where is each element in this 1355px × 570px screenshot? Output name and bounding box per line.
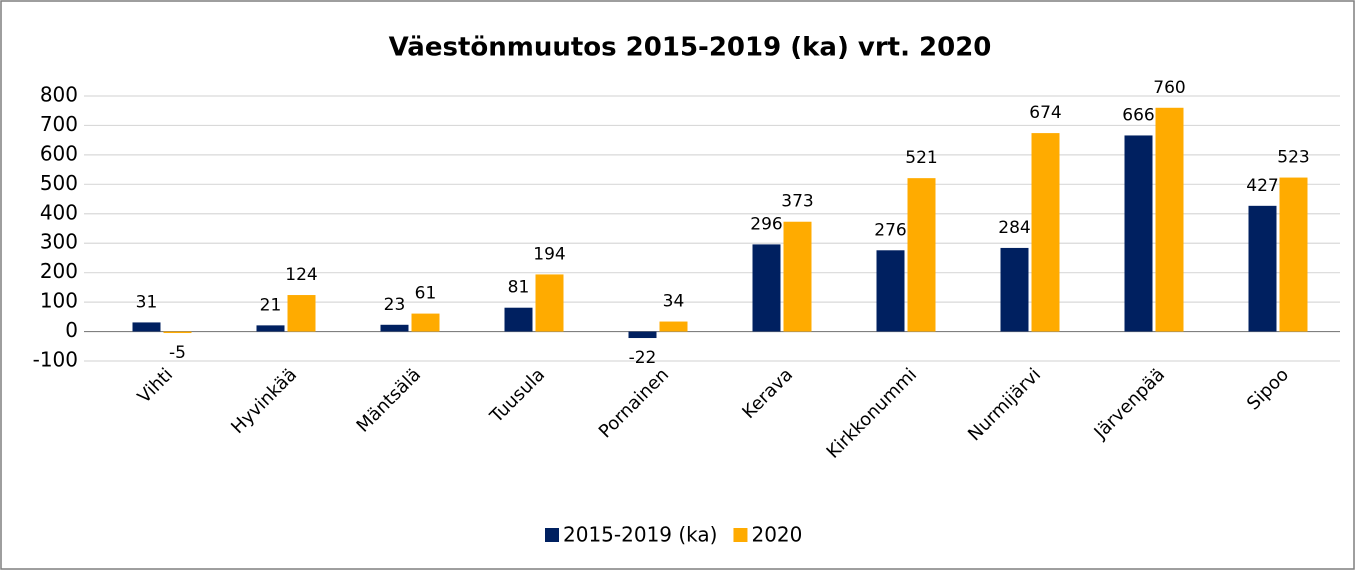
legend-label: 2020	[751, 523, 802, 547]
bar	[1248, 205, 1277, 332]
y-tick-label: 400	[40, 200, 78, 224]
chart-title: Väestönmuutos 2015-2019 (ka) vrt. 2020	[389, 33, 992, 63]
y-tick-label: 300	[40, 230, 78, 254]
data-label: 31	[136, 292, 158, 312]
y-tick-label: 0	[65, 318, 78, 342]
bar	[411, 313, 440, 332]
bar	[1279, 177, 1308, 332]
data-label: 124	[285, 265, 317, 285]
data-label: 81	[508, 278, 530, 298]
bar	[1031, 133, 1060, 332]
bar	[752, 244, 781, 332]
bar	[1000, 247, 1029, 332]
legend-label: 2015-2019 (ka)	[563, 523, 717, 547]
y-tick-label: 700	[40, 112, 78, 136]
data-label: 427	[1246, 176, 1278, 196]
bar	[1155, 107, 1184, 332]
y-tick-label: -100	[33, 348, 78, 372]
data-label: 34	[663, 292, 685, 312]
data-label: -5	[169, 343, 186, 363]
data-label: 296	[750, 214, 782, 234]
bar	[1124, 135, 1153, 332]
bar	[256, 325, 285, 332]
data-label: 666	[1122, 105, 1154, 125]
data-label: 373	[781, 192, 813, 212]
bar	[287, 295, 316, 332]
bar	[132, 322, 161, 332]
data-label: 23	[384, 295, 406, 315]
y-tick-label: 600	[40, 141, 78, 165]
y-tick-label: 200	[40, 259, 78, 283]
data-label: 194	[533, 244, 565, 264]
y-tick-label: 500	[40, 171, 78, 195]
y-tick-label: 800	[40, 83, 78, 107]
legend-swatch	[733, 528, 748, 542]
legend-swatch	[545, 528, 559, 542]
y-tick-label: 100	[40, 289, 78, 313]
bar	[659, 321, 688, 332]
data-label: 674	[1029, 103, 1061, 123]
bar	[535, 274, 564, 332]
bar	[380, 324, 409, 332]
bar	[876, 250, 905, 332]
bar	[783, 221, 812, 332]
data-label: 760	[1153, 78, 1185, 98]
data-label: 284	[998, 218, 1030, 238]
bar	[628, 331, 657, 339]
data-label: 61	[415, 284, 437, 304]
bar	[907, 178, 936, 332]
legend: 2015-2019 (ka) 2020	[545, 523, 802, 547]
data-label: -22	[629, 348, 657, 368]
bar	[504, 307, 533, 332]
data-label: 521	[905, 148, 937, 168]
bar	[163, 331, 192, 334]
data-label: 21	[260, 295, 282, 315]
data-label: 276	[874, 220, 906, 240]
data-label: 523	[1277, 148, 1309, 168]
